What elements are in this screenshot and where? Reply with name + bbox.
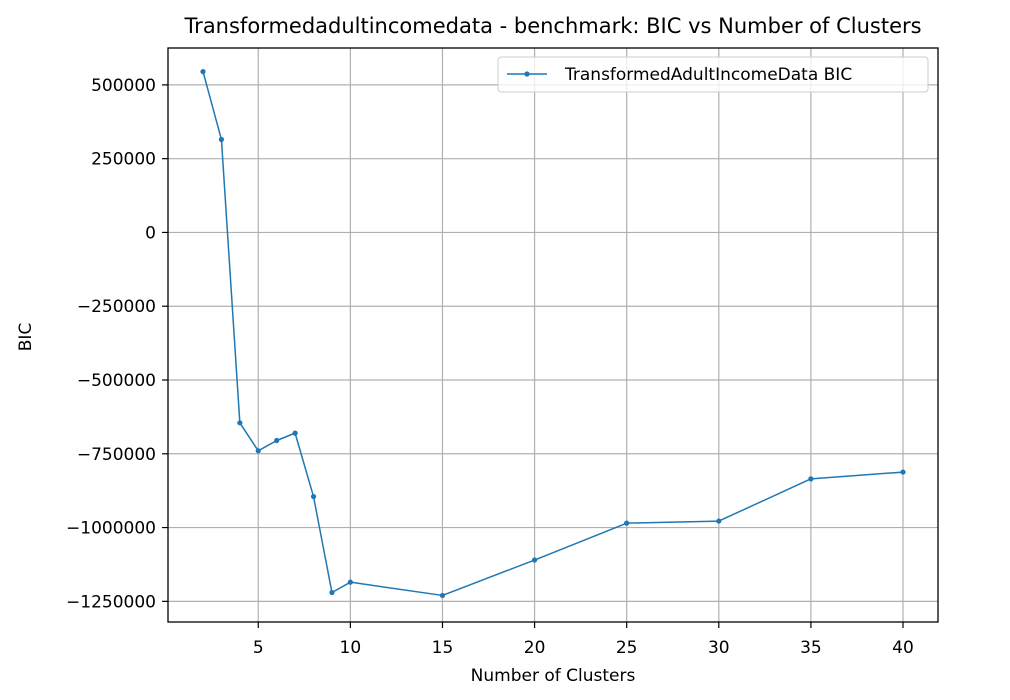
y-axis-title: BIC [16,323,36,352]
legend: TransformedAdultIncomeData BIC [497,56,929,93]
data-point [310,493,317,500]
data-point [808,476,814,482]
data-point [218,136,225,143]
y-tick-label: −750000 [77,445,156,465]
legend-marker [524,71,530,77]
x-tick-label: 20 [524,638,546,658]
y-tick-label: 500000 [91,76,156,96]
y-tick-label: −500000 [77,371,156,391]
x-tick-label: 10 [340,638,362,658]
legend-box [497,56,929,93]
y-tick-label: −1000000 [66,519,156,539]
series-layer [200,69,906,599]
ticks: 5 10 15 20 25 30 35 40 500000 250000 0 −250000 −5000… [66,76,914,658]
data-point [237,420,243,426]
grid [168,48,938,622]
x-axis-title: Number of Clusters [471,666,636,686]
x-tick-label: 35 [800,638,822,658]
y-tick-label: −250000 [77,297,156,317]
x-tick-label: 40 [892,638,914,658]
data-point [439,592,446,599]
data-point [347,579,353,585]
x-tick-label: 15 [432,638,454,658]
data-point [292,430,298,436]
y-tick-label: 0 [145,223,156,243]
legend-label: TransformedAdultIncomeData BIC [564,65,852,85]
y-tick-label: 250000 [91,150,156,170]
data-point [274,437,280,444]
x-tick-label: 25 [616,638,638,658]
x-tick-label: 5 [253,638,264,658]
data-point [329,589,335,596]
chart-title: Transformedadultincomedata - benchmark: … [183,14,921,38]
data-point [255,448,261,454]
x-tick-label: 30 [708,638,730,658]
data-point [624,520,630,526]
data-point [200,69,206,75]
data-point [716,518,722,524]
plot-frame [167,47,939,623]
data-point [531,557,538,563]
data-point [900,469,906,475]
y-tick-label: −1250000 [66,592,156,612]
